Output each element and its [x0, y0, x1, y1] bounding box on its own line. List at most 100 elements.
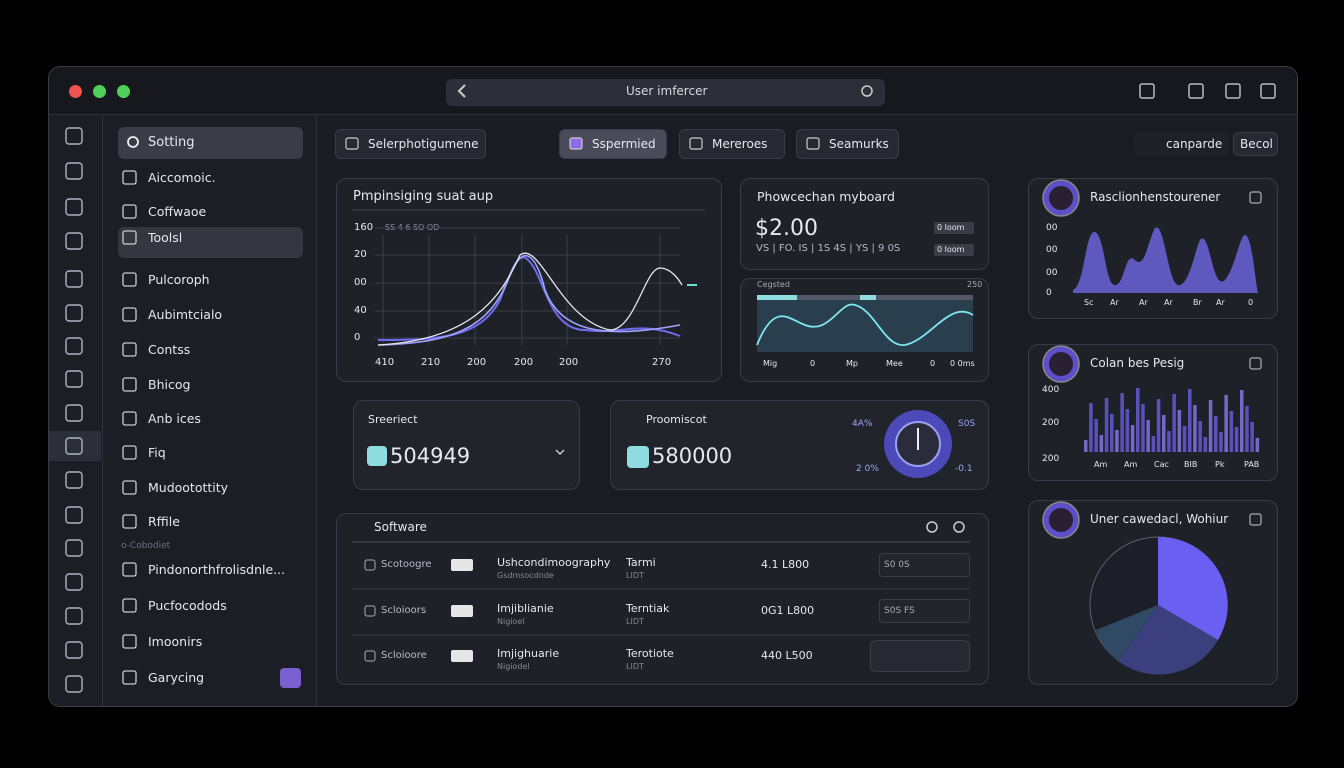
price-badge-text: 0 loom — [937, 223, 965, 232]
rail-selected[interactable] — [49, 431, 101, 461]
min-dot[interactable] — [93, 85, 106, 98]
rail-icon — [65, 471, 83, 489]
price-title: Phowcechan myboard — [757, 189, 895, 204]
stat-label: Sreeriect — [368, 413, 418, 426]
row-field[interactable] — [879, 553, 970, 577]
rail-icon — [65, 506, 83, 524]
x-label: 0 — [1248, 298, 1254, 307]
nav-item[interactable]: Bhicog — [148, 377, 191, 392]
pie-slice — [1118, 605, 1218, 675]
toolbar-label[interactable]: Selerphotigumene — [368, 137, 479, 151]
y-label: 200 — [1042, 418, 1060, 428]
nav-selected[interactable] — [118, 227, 303, 258]
y-label: 00 — [1046, 268, 1058, 278]
toolbar-button[interactable] — [335, 129, 486, 159]
nav-item[interactable]: Mudootottity — [148, 480, 229, 495]
row-item: Imjighuarie — [497, 647, 560, 660]
toolbar-button[interactable] — [679, 129, 785, 159]
nav-item[interactable]: Coffwaoe — [148, 204, 207, 219]
max-dot[interactable] — [117, 85, 130, 98]
nav-icon — [122, 562, 137, 577]
row-name: Scloioors — [381, 605, 427, 616]
nav-item[interactable]: Rffile — [148, 514, 180, 529]
price-value: $2.00 — [755, 216, 818, 241]
dial-label: 4A% — [852, 419, 873, 429]
nav-item[interactable]: Pucfocodods — [148, 598, 227, 613]
bar-deco — [1250, 422, 1254, 452]
nav-column — [103, 115, 317, 706]
side-title: Rasclionhenstourener — [1090, 190, 1221, 204]
row-badge — [451, 605, 473, 617]
bar-deco — [1110, 414, 1114, 452]
nav-icon — [122, 670, 137, 685]
toolbar-label[interactable]: Seamurks — [829, 137, 889, 151]
nav-item[interactable]: Contss — [148, 342, 191, 357]
wave-right: 250 — [967, 280, 983, 289]
button-icon — [345, 137, 359, 150]
address-bar[interactable] — [446, 79, 885, 106]
toolbar-right-label[interactable]: Becol — [1240, 137, 1273, 151]
nav-item[interactable]: Aiccomoic. — [148, 170, 216, 185]
nav-item[interactable]: Pindonorthfrolisdnle... — [148, 562, 286, 577]
back-icon — [457, 84, 466, 98]
toolbar-button[interactable] — [796, 129, 899, 159]
nav-item[interactable]: Aubimtcialo — [148, 307, 223, 322]
toolbar-right[interactable] — [1134, 132, 1229, 156]
window-title: User imfercer — [626, 84, 708, 98]
row-field[interactable] — [879, 599, 970, 623]
nav-item[interactable]: Imoonirs — [148, 634, 203, 649]
stat-card — [353, 400, 580, 490]
bar-deco — [1141, 404, 1145, 452]
toolbar-icon — [1260, 83, 1276, 99]
nav-item[interactable]: Anb ices — [148, 411, 201, 426]
avatar[interactable] — [280, 668, 301, 688]
toolbar-right-label[interactable]: canparde — [1166, 137, 1223, 151]
table-title: Software — [374, 520, 427, 534]
close-dot[interactable] — [69, 85, 82, 98]
row-amount: 440 L500 — [761, 649, 813, 662]
rail-icon — [65, 641, 83, 659]
nav-icon — [122, 634, 137, 649]
nav-item[interactable]: Toolsl — [148, 230, 183, 245]
toolbar-label[interactable]: Sspermied — [592, 137, 656, 151]
bar-deco — [1162, 415, 1166, 452]
nav-item[interactable]: Fiq — [148, 445, 166, 460]
row-field-text: S0 0S — [884, 560, 910, 570]
x-label: Am — [1094, 460, 1108, 469]
rail-icon — [65, 304, 83, 322]
bar-deco — [1136, 388, 1140, 452]
y-label: 20 — [354, 249, 367, 260]
row-amount: 0G1 L800 — [761, 604, 815, 617]
nav-item[interactable]: Garycing — [148, 670, 205, 685]
toolbar-label[interactable]: Mereroes — [712, 137, 768, 151]
x-label: 210 — [421, 357, 441, 368]
bar-deco — [1198, 421, 1202, 452]
nav-item[interactable]: Pulcoroph — [148, 272, 210, 287]
row-name: Scloioore — [381, 650, 427, 661]
side-avatar-face — [1049, 508, 1073, 532]
row-item-sub: Nigiodel — [497, 662, 530, 671]
nav-icon — [122, 377, 137, 392]
x-label: Ar — [1110, 298, 1119, 307]
toolbar-right-button[interactable] — [1233, 132, 1278, 156]
nav-icon — [122, 342, 137, 357]
rail-icon — [65, 539, 83, 557]
row-type-sub: LIDT — [626, 662, 644, 671]
bar-deco — [1240, 390, 1244, 452]
row-item: Ushcondimoography — [497, 556, 611, 569]
row-icon — [364, 559, 376, 571]
nav-icon — [122, 445, 137, 460]
side-title: Uner cawedacl, Wohiur — [1090, 512, 1229, 526]
wave-x-label: Mig — [763, 359, 778, 368]
y-label: 40 — [354, 305, 367, 316]
row-type: Tarmi — [626, 556, 656, 569]
row-amount: 4.1 L800 — [761, 558, 810, 571]
row-actions[interactable] — [870, 640, 970, 672]
search-box[interactable] — [118, 127, 303, 159]
bar-deco — [1172, 394, 1176, 452]
nav-icon — [122, 514, 137, 529]
bar-deco — [1219, 432, 1223, 452]
bar-deco — [1229, 411, 1234, 452]
toolbar-icon — [1188, 83, 1204, 99]
